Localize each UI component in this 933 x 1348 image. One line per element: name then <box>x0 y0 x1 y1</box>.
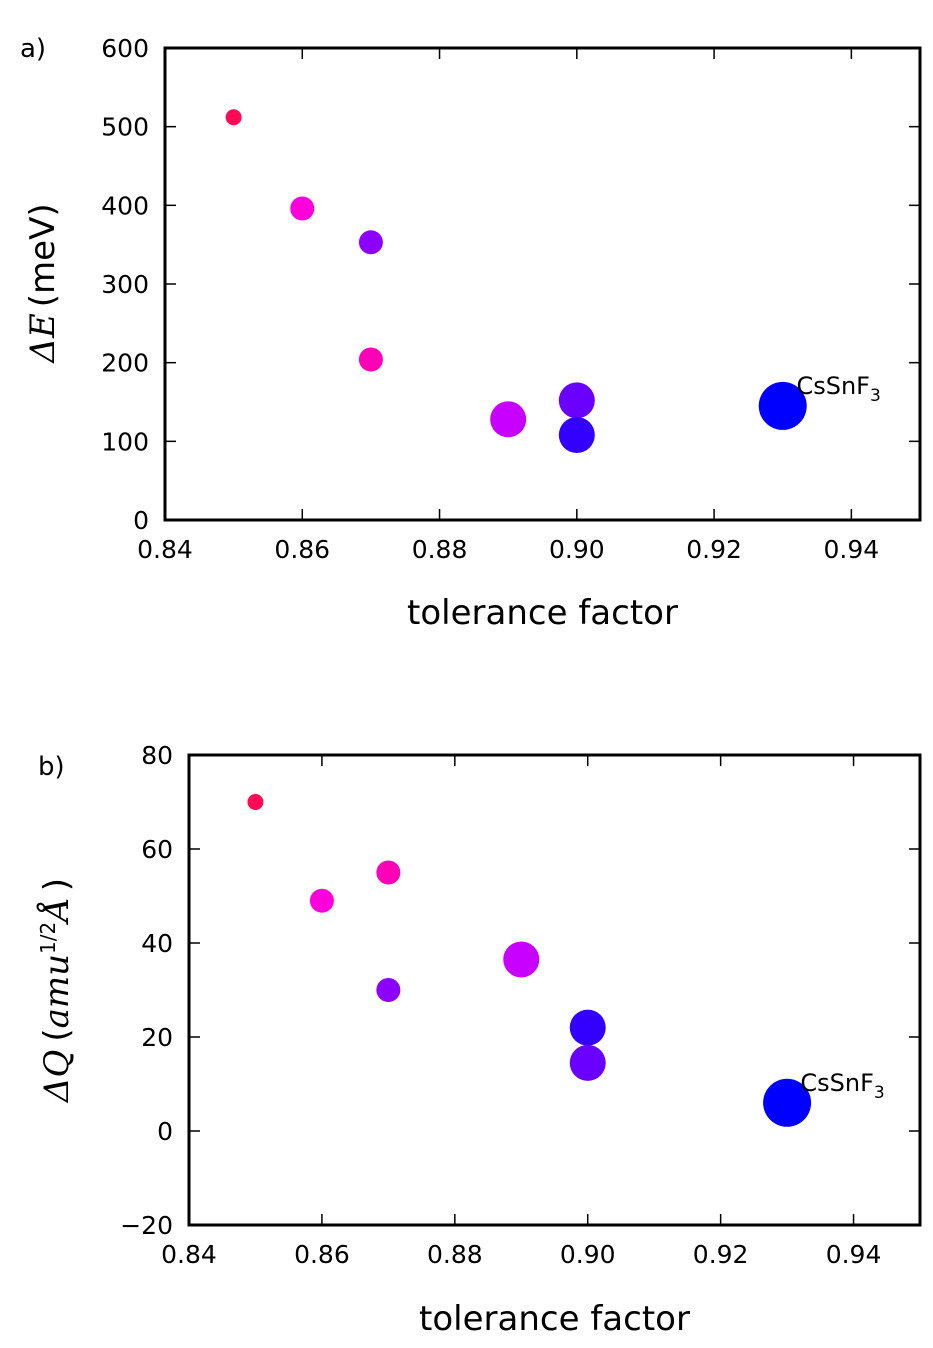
panel-b-data-point <box>376 860 401 885</box>
panel-a-data-point <box>358 230 383 255</box>
panel-b-data-point <box>376 978 401 1002</box>
panel-a-y-tick-label: 500 <box>101 113 149 142</box>
panel-a-y-tick-label: 400 <box>101 191 149 220</box>
panel-b-annotation-subscript: 3 <box>874 1083 885 1103</box>
panel-a-y-tick-label: 100 <box>101 427 149 456</box>
panel-a-data-point <box>225 109 242 126</box>
panel-b-points <box>247 794 812 1127</box>
panel-b: b) 0.84 0.86 0.88 0.90 0.92 0.94 −20 0 20 40 60 80… <box>36 741 922 1339</box>
panel-b-x-tick-label: 0.86 <box>294 1240 350 1269</box>
panel-b-y-unit-angstrom: Å <box>36 897 77 926</box>
panel-a-data-point <box>758 381 807 430</box>
panel-b-y-axis-title: ΔQ (amu1/2Å) <box>36 878 77 1104</box>
panel-a-x-tick-label: 0.88 <box>412 535 468 564</box>
panel-b-data-point <box>309 888 334 913</box>
panel-a-y-unit: (meV) <box>23 203 63 307</box>
panel-b-y-tick-label: 40 <box>141 929 173 958</box>
panel-b-y-tick-label: 60 <box>141 835 173 864</box>
panel-b-x-tick-label: 0.92 <box>693 1240 749 1269</box>
panel-a-x-tick-label: 0.90 <box>549 535 605 564</box>
panel-a-x-tick-label: 0.84 <box>137 535 193 564</box>
panel-b-plot-frame <box>187 753 922 1227</box>
panel-a-x-tick-label: 0.92 <box>686 535 742 564</box>
panel-b-x-axis-title: tolerance factor <box>419 1299 690 1339</box>
panel-a-x-tick-label: 0.86 <box>274 535 330 564</box>
panel-a-x-ticks: 0.84 0.86 0.88 0.90 0.92 0.94 <box>137 48 879 564</box>
panel-b-y-tick-label: 0 <box>157 1117 173 1146</box>
panel-b-data-point <box>569 1009 606 1046</box>
panel-b-y-tick-label: 80 <box>141 741 173 770</box>
panel-a-x-tick-label: 0.94 <box>824 535 880 564</box>
panel-a-y-tick-label: 0 <box>133 506 149 535</box>
panel-a-data-point <box>290 196 315 221</box>
panel-b-label: b) <box>38 752 65 782</box>
panel-a-data-point <box>358 347 383 372</box>
panel-a-annotation-text: CsSnF <box>796 372 870 400</box>
panel-b-x-ticks: 0.84 0.86 0.88 0.90 0.92 0.94 <box>161 755 881 1269</box>
panel-b-x-tick-label: 0.94 <box>826 1240 882 1269</box>
panel-a-points <box>225 109 807 454</box>
panel-b-y-unit-main: amu <box>37 954 77 1028</box>
panel-b-annotation-text: CsSnF <box>800 1069 874 1097</box>
panel-b-annotation: CsSnF3 <box>800 1069 884 1103</box>
panel-b-data-point <box>503 941 540 978</box>
panel-a-label: a) <box>20 34 46 64</box>
panel-a-annotation: CsSnF3 <box>796 372 880 406</box>
panel-b-x-tick-label: 0.90 <box>560 1240 616 1269</box>
panel-a-data-point <box>558 382 595 419</box>
panel-b-y-tick-label: −20 <box>120 1211 173 1240</box>
panel-b-data-point <box>763 1078 812 1127</box>
panel-b-y-ticks: −20 0 20 40 60 80 <box>120 741 920 1240</box>
panel-a-y-tick-label: 600 <box>101 34 149 63</box>
panel-b-y-open-paren: ( <box>37 1028 77 1041</box>
panel-b-x-tick-label: 0.84 <box>161 1240 217 1269</box>
panel-b-y-tick-label: 20 <box>141 1023 173 1052</box>
panel-a-data-point <box>558 417 595 454</box>
panel-a-y-tick-label: 200 <box>101 349 149 378</box>
panel-a-data-point <box>490 401 527 438</box>
panel-b-y-close-paren: ) <box>37 878 77 891</box>
panel-a-x-axis-title: tolerance factor <box>407 593 678 633</box>
panel-b-y-symbol: ΔQ <box>37 1050 77 1104</box>
panel-a-y-tick-label: 300 <box>101 270 149 299</box>
panel-a-y-symbol: ΔE <box>23 313 63 365</box>
panel-a-annotation-subscript: 3 <box>870 386 881 406</box>
panel-b-y-unit-sup: 1/2 <box>36 922 60 954</box>
panel-b-data-point <box>569 1044 606 1081</box>
panel-b-x-tick-label: 0.88 <box>427 1240 483 1269</box>
panel-a-y-ticks: 0 100 200 300 400 500 600 <box>101 34 920 535</box>
panel-a-plot-frame <box>163 46 922 522</box>
panel-a: a) 0.84 0.86 0.88 0.90 0.92 0.94 0 100 200 300 40… <box>20 34 922 633</box>
panel-a-y-axis-title: ΔE (meV) <box>23 203 63 364</box>
panel-b-data-point <box>247 794 264 810</box>
